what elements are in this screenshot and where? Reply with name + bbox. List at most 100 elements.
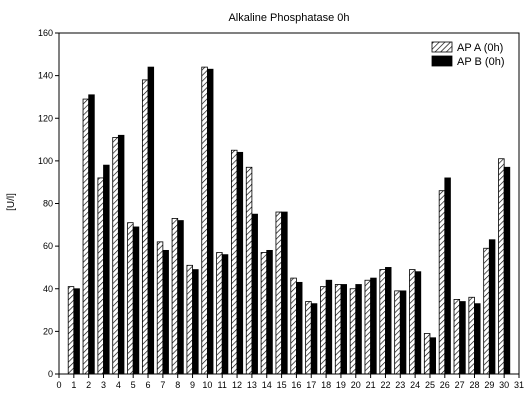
bar-ap-b-28 xyxy=(474,303,481,375)
bar-ap-b-26 xyxy=(444,177,451,375)
bar-ap-a-5 xyxy=(127,222,134,375)
x-tick-label: 19 xyxy=(336,380,346,390)
bar-ap-b-27 xyxy=(459,301,466,375)
bar-ap-a-29 xyxy=(483,247,490,375)
bar-ap-b-22 xyxy=(385,267,392,375)
x-tick-label: 25 xyxy=(425,380,435,390)
bar-ap-b-29 xyxy=(488,239,496,375)
chart-title: Alkaline Phosphatase 0h xyxy=(228,12,349,24)
bar-ap-a-12 xyxy=(231,149,238,375)
bar-ap-b-11 xyxy=(221,254,229,375)
legend-label-ap-b: AP B (0h) xyxy=(457,56,505,68)
bar-ap-b-1 xyxy=(73,288,80,375)
bar-ap-a-24 xyxy=(409,269,416,375)
x-tick-label: 3 xyxy=(101,380,106,390)
bar-ap-a-3 xyxy=(97,177,104,375)
bar-ap-a-23 xyxy=(394,290,401,375)
bar-ap-a-13 xyxy=(245,166,253,375)
bar-ap-a-14 xyxy=(260,252,268,375)
bar-ap-b-10 xyxy=(206,68,214,375)
bar-ap-b-4 xyxy=(117,134,125,375)
bar-ap-a-27 xyxy=(453,299,461,375)
bar-ap-a-18 xyxy=(320,286,327,375)
x-tick-label: 24 xyxy=(410,380,420,390)
bar-ap-a-25 xyxy=(423,333,431,375)
bar-ap-a-8 xyxy=(171,218,179,375)
bar-ap-b-18 xyxy=(325,279,333,375)
bar-ap-a-1 xyxy=(67,286,75,375)
legend-swatch-ap-a xyxy=(431,41,453,53)
bar-ap-a-21 xyxy=(364,279,372,375)
x-tick-label: 11 xyxy=(218,380,227,390)
y-tick-label: 120 xyxy=(38,113,53,123)
bar-ap-b-7 xyxy=(162,249,169,375)
bar-ap-a-19 xyxy=(334,284,342,375)
x-tick-label: 10 xyxy=(202,380,212,390)
x-tick-label: 29 xyxy=(484,380,494,390)
bar-ap-b-8 xyxy=(177,220,184,375)
x-tick-label: 0 xyxy=(56,380,61,390)
bar-ap-a-17 xyxy=(305,301,312,375)
bar-ap-b-23 xyxy=(399,290,407,375)
bar-ap-a-6 xyxy=(141,79,149,375)
bar-ap-b-21 xyxy=(370,277,377,375)
y-axis-label: [U/l] xyxy=(6,193,17,211)
bar-ap-b-25 xyxy=(429,337,437,375)
legend-swatch-ap-b xyxy=(431,55,453,67)
x-tick-label: 12 xyxy=(232,380,242,390)
bar-ap-a-11 xyxy=(216,252,223,375)
x-tick-label: 18 xyxy=(321,380,331,390)
bar-ap-b-16 xyxy=(296,281,303,375)
x-tick-label: 30 xyxy=(499,380,509,390)
bar-ap-a-4 xyxy=(112,137,119,375)
x-tick-label: 7 xyxy=(160,380,165,390)
x-tick-label: 17 xyxy=(306,380,316,390)
bar-ap-a-10 xyxy=(201,66,208,375)
y-tick-label: 60 xyxy=(43,241,53,251)
x-tick-label: 4 xyxy=(116,380,121,390)
x-tick-label: 21 xyxy=(366,380,376,390)
bar-ap-b-3 xyxy=(103,164,110,375)
bar-ap-b-20 xyxy=(355,284,362,375)
bar-ap-a-7 xyxy=(156,241,164,375)
x-tick-label: 8 xyxy=(175,380,180,390)
bar-ap-a-20 xyxy=(349,288,357,375)
y-tick-label: 140 xyxy=(38,71,53,81)
x-tick-label: 27 xyxy=(455,380,465,390)
x-tick-label: 15 xyxy=(277,380,287,390)
bar-ap-b-14 xyxy=(266,249,273,375)
bar-ap-b-24 xyxy=(414,271,422,375)
bar-ap-a-30 xyxy=(498,158,505,375)
x-tick-label: 13 xyxy=(247,380,257,390)
x-tick-label: 22 xyxy=(380,380,390,390)
bar-ap-b-12 xyxy=(236,151,244,375)
bar-ap-b-19 xyxy=(340,284,347,375)
x-tick-label: 16 xyxy=(291,380,301,390)
bar-ap-a-15 xyxy=(275,211,282,375)
bar-ap-b-17 xyxy=(310,303,318,375)
x-tick-label: 9 xyxy=(190,380,195,390)
y-tick-label: 0 xyxy=(48,369,53,379)
legend: AP A (0h) AP B (0h) xyxy=(431,41,505,68)
x-tick-label: 28 xyxy=(469,380,479,390)
bar-ap-b-15 xyxy=(281,211,288,375)
bar-ap-b-9 xyxy=(192,269,199,375)
bar-ap-b-2 xyxy=(88,94,95,375)
x-tick-label: 23 xyxy=(395,380,405,390)
bar-ap-b-6 xyxy=(147,66,155,375)
x-tick-label: 26 xyxy=(440,380,450,390)
bar-ap-b-5 xyxy=(132,226,140,375)
bar-ap-a-2 xyxy=(82,98,90,375)
x-tick-label: 31 xyxy=(514,380,524,390)
x-tick-label: 1 xyxy=(71,380,76,390)
x-tick-label: 5 xyxy=(131,380,136,390)
bars-group xyxy=(67,66,511,375)
bar-ap-a-26 xyxy=(438,190,446,375)
y-tick-label: 160 xyxy=(38,28,53,38)
legend-label-ap-a: AP A (0h) xyxy=(457,42,503,54)
bar-ap-a-28 xyxy=(468,296,475,375)
x-tick-label: 14 xyxy=(262,380,272,390)
bar-ap-b-30 xyxy=(503,166,511,375)
